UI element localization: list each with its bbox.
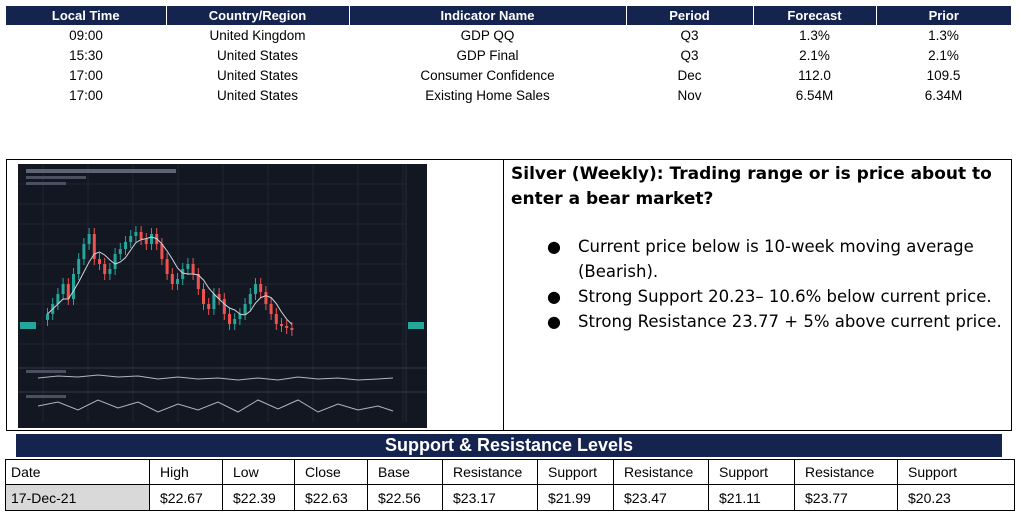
header-resistance-3: Resistance <box>794 459 898 485</box>
value-resistance-1: $23.17 <box>442 484 538 511</box>
header-high: High <box>149 459 223 485</box>
cell-indicator: GDP Final <box>456 47 519 63</box>
header-prior: Prior <box>876 6 1011 25</box>
bullet-dot-icon: ● <box>547 237 561 256</box>
header-forecast: Forecast <box>753 6 877 25</box>
levels-title: Support & Resistance Levels <box>16 434 1002 457</box>
cell-forecast: 6.54M <box>795 87 834 103</box>
bullet-dot-icon: ● <box>547 287 561 306</box>
list-item: ● Strong Support 20.23– 10.6% below curre… <box>511 284 1006 309</box>
header-resistance-2: Resistance <box>613 459 709 485</box>
cell-indicator: Existing Home Sales <box>425 87 550 103</box>
cell-country: United States <box>216 87 299 103</box>
header-local-time: Local Time <box>6 6 167 25</box>
cell-period: Q3 <box>680 47 699 63</box>
value-close: $22.63 <box>294 484 368 511</box>
cell-prior: 2.1% <box>928 47 959 63</box>
table-row: 17:00 United States Consumer Confidence … <box>6 65 1011 85</box>
analysis-bullet-list: ● Current price below is 10-week moving a… <box>511 234 1006 334</box>
calendar-header-row: Local Time Country/Region Indicator Name… <box>6 6 1011 25</box>
bullet-dot-icon: ● <box>547 312 561 331</box>
value-date: 17-Dec-21 <box>5 484 150 511</box>
cell-forecast: 112.0 <box>798 67 831 83</box>
economic-calendar-table: Local Time Country/Region Indicator Name… <box>6 6 1011 105</box>
silver-weekly-chart-image <box>18 164 427 428</box>
header-indicator-name: Indicator Name <box>349 6 627 25</box>
header-support-2: Support <box>708 459 795 485</box>
list-item: ● Strong Resistance 23.77 + 5% above curr… <box>511 309 1006 334</box>
header-low: Low <box>222 459 295 485</box>
chart-panel <box>7 160 504 430</box>
cell-time: 09:00 <box>69 27 103 43</box>
cell-period: Q3 <box>680 27 699 43</box>
levels-values-row: 17-Dec-21 $22.67 $22.39 $22.63 $22.56 $2… <box>5 484 1015 511</box>
value-base: $22.56 <box>367 484 443 511</box>
header-base: Base <box>367 459 443 485</box>
analysis-section: Silver (Weekly): Trading range or is pri… <box>6 159 1012 431</box>
value-support-3: $20.23 <box>897 484 1015 511</box>
header-period: Period <box>626 6 754 25</box>
bullet-text: Current price below is 10-week moving av… <box>578 237 974 281</box>
cell-time: 15:30 <box>69 47 103 63</box>
header-support-1: Support <box>537 459 614 485</box>
value-low: $22.39 <box>222 484 295 511</box>
analysis-text: Silver (Weekly): Trading range or is pri… <box>511 160 1006 430</box>
cell-forecast: 2.1% <box>799 47 830 63</box>
table-row: 17:00 United States Existing Home Sales … <box>6 85 1011 105</box>
cell-prior: 1.3% <box>928 27 959 43</box>
value-high: $22.67 <box>149 484 223 511</box>
table-row: 15:30 United States GDP Final Q3 2.1% 2.… <box>6 45 1011 65</box>
cell-country: United States <box>216 67 299 83</box>
header-resistance-1: Resistance <box>442 459 538 485</box>
table-row: 09:00 United Kingdom GDP QQ Q3 1.3% 1.3% <box>6 25 1011 45</box>
header-close: Close <box>294 459 368 485</box>
cell-prior: 6.34M <box>924 87 963 103</box>
value-resistance-2: $23.47 <box>613 484 709 511</box>
list-item: ● Current price below is 10-week moving a… <box>511 234 1006 284</box>
cell-country: United Kingdom <box>209 27 306 43</box>
bullet-text: Strong Support 20.23– 10.6% below curren… <box>578 287 992 306</box>
header-date: Date <box>5 459 150 485</box>
bullet-text: Strong Resistance 23.77 + 5% above curre… <box>578 312 1002 331</box>
cell-period: Dec <box>677 67 702 83</box>
cell-country: United States <box>216 47 299 63</box>
cell-period: Nov <box>677 87 702 103</box>
cell-indicator: Consumer Confidence <box>420 67 555 83</box>
value-resistance-3: $23.77 <box>794 484 898 511</box>
cell-prior: 109.5 <box>926 67 961 83</box>
cell-time: 17:00 <box>69 87 103 103</box>
value-support-1: $21.99 <box>537 484 614 511</box>
cell-time: 17:00 <box>69 67 103 83</box>
levels-header-row: Date High Low Close Base Resistance Supp… <box>5 459 1015 485</box>
support-resistance-table: Date High Low Close Base Resistance Supp… <box>5 459 1015 511</box>
value-support-2: $21.11 <box>708 484 795 511</box>
cell-forecast: 1.3% <box>799 27 830 43</box>
analysis-headline: Silver (Weekly): Trading range or is pri… <box>511 164 992 209</box>
cell-indicator: GDP QQ <box>460 27 515 43</box>
header-support-3: Support <box>897 459 1015 485</box>
header-country-region: Country/Region <box>166 6 350 25</box>
